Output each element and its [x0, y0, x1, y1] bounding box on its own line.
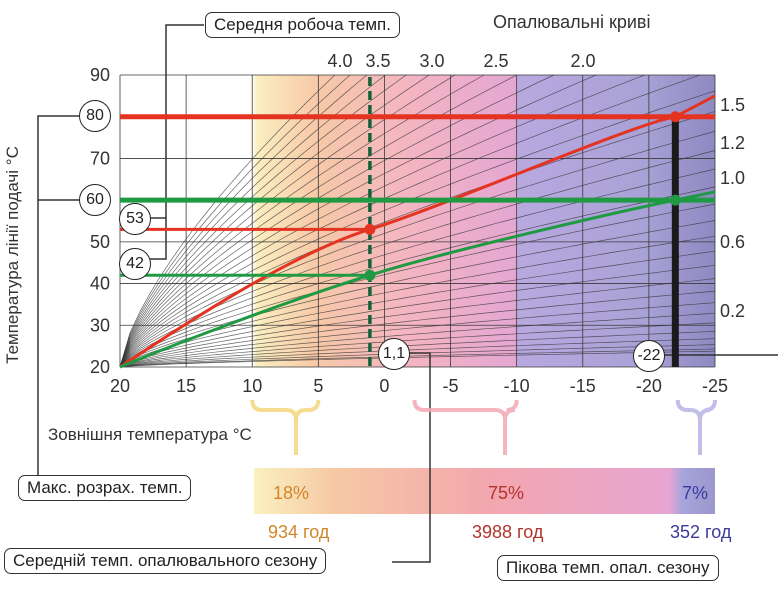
x-tick-label: -5 — [443, 376, 459, 396]
value-circle-outdoor-mean: 1,1 — [378, 338, 410, 370]
x-tick-label: -25 — [702, 376, 728, 396]
x-tick-label: 15 — [176, 376, 196, 396]
curve-label-top: 4.0 — [327, 51, 352, 71]
mean-point-red — [364, 223, 376, 235]
connector-mean-operating — [150, 24, 204, 260]
curve-label-right: 1.2 — [720, 133, 745, 153]
curve-label-right: 1.5 — [720, 95, 745, 115]
peak-point-green — [669, 194, 681, 206]
season-percent-3: 7% — [682, 483, 709, 503]
heating-curve-line — [119, 74, 485, 368]
heating-curve-line — [119, 348, 716, 368]
curve-label-top: 2.5 — [483, 51, 508, 71]
x-axis-label: Зовнішня температура °C — [48, 425, 252, 444]
heating-curve-line — [119, 74, 597, 368]
heating-curve-line — [119, 74, 517, 368]
season-hours-1: 934 год — [268, 522, 330, 542]
season-percent-2: 75% — [488, 483, 525, 503]
heating-curve-line — [119, 235, 716, 368]
x-tick-label: -20 — [636, 376, 662, 396]
curve-label-top: 2.0 — [570, 51, 595, 71]
season-mean-temp-label: Середній темп. опалювального сезону — [4, 548, 327, 574]
value-circle-60: 60 — [79, 184, 111, 216]
max-design-temp-label: Макс. розрах. темп. — [18, 475, 192, 501]
season-peak-temp-label: Пікова темп. опал. сезону — [497, 555, 719, 581]
heating-curve-line — [119, 130, 716, 368]
heating-curve-line — [119, 74, 645, 368]
heating-curve-line — [119, 74, 351, 368]
heating-curve-line — [119, 312, 716, 368]
curve-label-right: 1.0 — [720, 168, 745, 188]
heating-curve-line — [119, 322, 716, 368]
heating-curve-line — [119, 220, 716, 368]
heating-curve-line — [119, 74, 336, 368]
heating-curve-line — [119, 74, 701, 368]
heating-curve-line — [119, 74, 368, 368]
heating-curve-line — [119, 302, 716, 368]
heating-curve-line — [119, 74, 555, 368]
curve-label-right: 0.6 — [720, 232, 745, 252]
value-circle-42: 42 — [119, 248, 151, 280]
heating-curve-line — [119, 74, 407, 368]
y-tick-label: 40 — [90, 274, 110, 294]
series-curve-red — [119, 94, 716, 369]
y-axis-label: Температура лінії подачі °C — [3, 146, 22, 364]
chart-title: Опалювальні криві — [493, 12, 651, 32]
heating-curve-line — [119, 203, 716, 368]
curve-label-right: 0.2 — [720, 301, 745, 321]
season-hours-2: 3988 год — [472, 522, 544, 542]
heating-curve-line — [119, 290, 716, 368]
value-circle-80: 80 — [79, 100, 111, 132]
heating-curve-line — [119, 74, 386, 368]
connector-season-mean — [392, 352, 431, 563]
mean-operating-temp-label: Середня робоча темп. — [205, 12, 400, 38]
heating-curve-line — [119, 250, 716, 368]
heating-curve-line — [119, 264, 716, 368]
x-tick-label: 5 — [313, 376, 323, 396]
curve-label-top: 3.0 — [419, 51, 444, 71]
heating-curve-line — [119, 186, 716, 368]
x-tick-label: 20 — [110, 376, 130, 396]
y-tick-label: 90 — [90, 65, 110, 85]
brace-segment-1 — [250, 399, 321, 455]
y-tick-label: 30 — [90, 315, 110, 335]
mean-point-green — [364, 269, 376, 281]
brace-segment-3 — [675, 399, 717, 455]
x-tick-label: 10 — [242, 376, 262, 396]
x-tick-label: -15 — [570, 376, 596, 396]
heating-curve-line — [119, 74, 456, 368]
season-percent-1: 18% — [273, 483, 310, 503]
value-circle-outdoor-peak: -22 — [633, 340, 665, 372]
x-tick-label: 0 — [379, 376, 389, 396]
value-circle-53: 53 — [119, 203, 151, 235]
curve-label-top: 3.5 — [365, 51, 390, 71]
heating-curve-line — [119, 90, 716, 368]
heating-curve-line — [119, 338, 716, 368]
season-hours-3: 352 год — [670, 522, 732, 542]
y-tick-label: 50 — [90, 232, 110, 252]
brace-segment-2 — [412, 399, 519, 455]
heating-curve-line — [119, 74, 430, 368]
peak-point-red — [669, 111, 681, 123]
y-tick-label: 20 — [90, 357, 110, 377]
heating-curve-line — [119, 111, 716, 368]
season-bar — [254, 468, 715, 514]
x-tick-label: -10 — [504, 376, 530, 396]
heating-curve-line — [119, 350, 716, 368]
heating-curve-line — [119, 278, 716, 368]
heating-curve-line — [119, 150, 716, 368]
heating-curve-line — [119, 168, 716, 368]
heating-curve-line — [119, 331, 716, 368]
y-tick-label: 70 — [90, 148, 110, 168]
